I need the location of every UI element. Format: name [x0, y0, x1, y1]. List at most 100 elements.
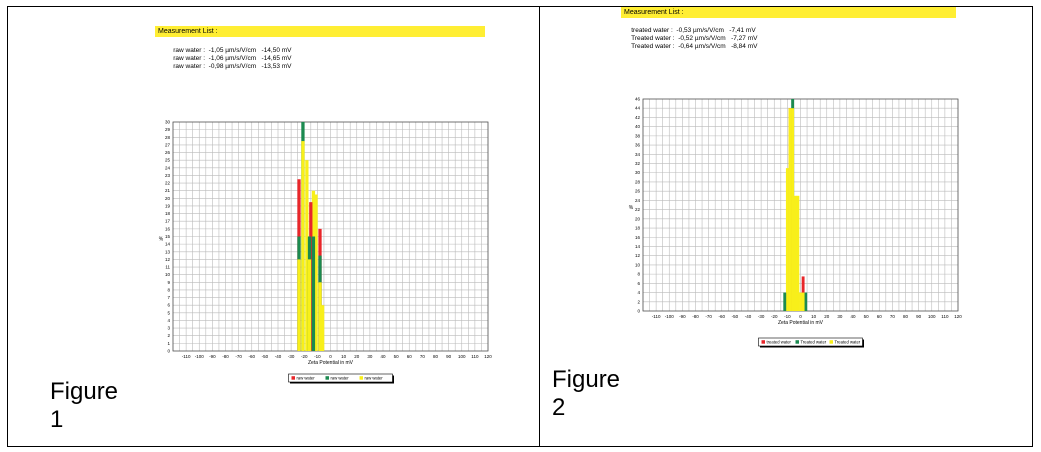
- measurement-potential: -14,50 mV: [261, 47, 292, 54]
- x-tick-label: -40: [745, 314, 752, 319]
- measurement-label: raw water :: [173, 55, 206, 62]
- measurement-mobility: -0,64 µm/s/V/cm: [678, 43, 726, 50]
- legend-label: raw water: [365, 376, 384, 381]
- measurement-mobility: -0,52 µm/s/V/cm: [678, 35, 726, 42]
- y-tick-label: 0: [637, 309, 640, 314]
- y-tick-label: 36: [635, 143, 641, 148]
- x-tick-label: -100: [195, 354, 205, 359]
- legend-swatch: [325, 376, 329, 380]
- y-tick-label: 46: [635, 97, 641, 102]
- y-tick-label: 7: [167, 295, 170, 300]
- x-tick-label: -30: [288, 354, 295, 359]
- histogram-bar: [788, 108, 792, 311]
- x-tick-label: -90: [209, 354, 216, 359]
- y-tick-label: 22: [635, 207, 641, 212]
- histogram-bar: [314, 194, 318, 351]
- legend-swatch: [359, 376, 363, 380]
- y-tick-label: 30: [635, 170, 641, 175]
- x-tick-label: 90: [916, 314, 922, 319]
- figure-caption: Figure 1: [50, 378, 119, 433]
- y-tick-label: 11: [165, 265, 170, 270]
- measurement-row: raw water : -1,05 µm/s/V/cm -14,50 mV: [166, 39, 292, 63]
- legend-label: raw water: [297, 376, 316, 381]
- measurement-label: raw water :: [173, 47, 206, 54]
- y-tick-label: 13: [165, 249, 171, 254]
- x-tick-label: -100: [665, 314, 675, 319]
- x-tick-label: -50: [732, 314, 739, 319]
- y-tick-label: 23: [165, 173, 171, 178]
- x-tick-label: -110: [182, 354, 191, 359]
- x-tick-label: -60: [718, 314, 725, 319]
- measurement-potential: -8,84 mV: [731, 43, 758, 50]
- histogram-bar: [307, 259, 312, 351]
- histogram-bar: [796, 195, 800, 311]
- y-tick-label: 21: [165, 188, 171, 193]
- x-tick-label: -30: [758, 314, 765, 319]
- x-tick-label: -60: [248, 354, 255, 359]
- measurement-label: Treated water :: [631, 43, 675, 50]
- x-axis-label: Zeta Potential in mV: [778, 320, 824, 326]
- histogram-bar: [785, 168, 789, 311]
- measurement-mobility: -1,05 µm/s/V/cm: [208, 47, 257, 54]
- measurement-label: Treated water :: [631, 35, 675, 42]
- legend-label: treated water: [767, 340, 792, 345]
- histogram-bar: [783, 292, 787, 311]
- x-axis-label: Zeta Potential in mV: [308, 360, 354, 366]
- measurement-potential: -7,27 mV: [731, 35, 758, 42]
- y-tick-label: 12: [165, 257, 171, 262]
- histogram-bar: [793, 195, 797, 311]
- measurement-row: raw water : -0,98 µm/s/V/cm -13,53 mV: [166, 55, 292, 79]
- x-tick-label: 0: [329, 354, 332, 359]
- y-tick-label: 26: [635, 189, 641, 194]
- x-tick-label: 50: [864, 314, 870, 319]
- y-tick-label: 42: [635, 115, 641, 120]
- zeta-histogram-chart: 0246810121416182022242628303234363840424…: [629, 97, 962, 348]
- y-tick-label: 6: [637, 281, 640, 286]
- x-tick-label: 20: [824, 314, 830, 319]
- y-tick-label: 24: [635, 198, 641, 203]
- x-tick-label: -70: [705, 314, 712, 319]
- legend-label: raw water: [331, 376, 350, 381]
- y-tick-label: 28: [165, 135, 171, 140]
- measurement-list-title: Measurement List :: [621, 7, 956, 18]
- zeta-histogram-chart: 0123456789101112131415161718192021222324…: [159, 120, 492, 384]
- y-tick-label: 8: [167, 287, 170, 292]
- y-tick-label: 30: [165, 120, 171, 125]
- y-tick-label: 12: [635, 253, 641, 258]
- legend-box: [758, 337, 863, 347]
- y-tick-label: 19: [165, 203, 171, 208]
- histogram-bar: [311, 236, 316, 351]
- measurement-mobility: -1,06 µm/s/V/cm: [208, 55, 257, 62]
- y-tick-label: 14: [635, 244, 641, 249]
- table-divider: [539, 6, 540, 447]
- y-tick-label: 15: [165, 234, 171, 239]
- y-tick-label: 10: [165, 272, 171, 277]
- y-tick-label: 18: [165, 211, 171, 216]
- legend-swatch: [829, 340, 833, 344]
- figure-table: [7, 6, 1033, 447]
- y-tick-label: 38: [635, 133, 641, 138]
- x-tick-label: 100: [458, 354, 466, 359]
- plot-frame: [172, 121, 489, 352]
- x-tick-label: 60: [407, 354, 413, 359]
- x-tick-label: 80: [903, 314, 909, 319]
- x-tick-label: 0: [799, 314, 802, 319]
- x-tick-label: -50: [262, 354, 269, 359]
- histogram-bar: [804, 292, 808, 311]
- y-tick-label: 20: [635, 216, 641, 221]
- y-tick-label: 1: [167, 341, 170, 346]
- x-tick-label: -80: [692, 314, 699, 319]
- y-tick-label: 3: [167, 326, 170, 331]
- measurement-mobility: -0,53 µm/s/V/cm: [676, 27, 724, 34]
- y-tick-label: 32: [635, 161, 641, 166]
- y-tick-label: 2: [167, 333, 170, 338]
- y-tick-label: 26: [165, 150, 171, 155]
- measurement-potential: -13,53 mV: [261, 63, 292, 70]
- x-tick-label: 30: [837, 314, 843, 319]
- y-tick-label: 25: [165, 158, 171, 163]
- y-tick-label: 9: [167, 280, 170, 285]
- measurement-potential: -7,41 mV: [729, 27, 756, 34]
- y-axis-label: %: [159, 237, 164, 243]
- legend-swatch: [291, 376, 295, 380]
- x-tick-label: 110: [471, 354, 479, 359]
